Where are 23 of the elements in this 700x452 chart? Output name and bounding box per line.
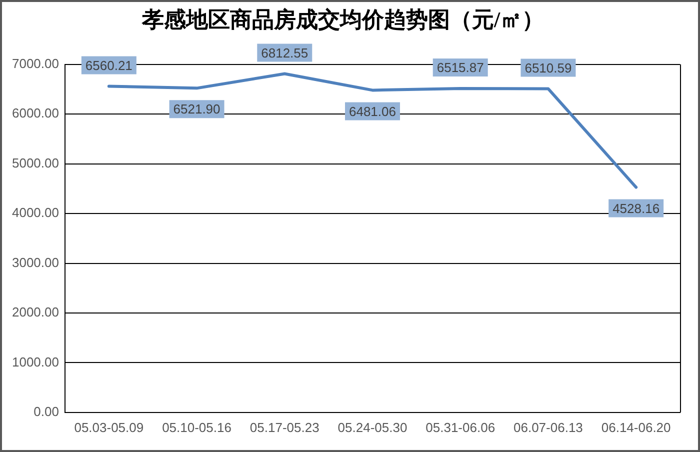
x-tick-label: 05.17-05.23: [250, 420, 320, 435]
y-tick-label: 1000.00: [12, 354, 59, 370]
x-tick-label: 05.10-05.16: [162, 420, 232, 435]
x-tick-label: 05.31-06.06: [426, 420, 496, 435]
chart-title: 孝感地区商品房成交均价趋势图（元/㎡）: [140, 6, 544, 32]
y-tick-label: 6000.00: [12, 106, 59, 121]
data-label: 6560.21: [85, 58, 132, 73]
y-tick-label: 5000.00: [12, 155, 59, 170]
data-label: 4528.16: [612, 200, 660, 216]
x-tick-label: 06.14-06.20: [601, 420, 671, 435]
data-label: 6515.87: [436, 60, 484, 76]
x-tick-label: 05.24-05.30: [338, 420, 408, 435]
data-label: 6481.06: [348, 104, 396, 119]
y-tick-label: 4000.00: [12, 205, 59, 220]
data-label: 6521.90: [173, 102, 220, 117]
x-tick-label: 05.03-05.09: [74, 420, 144, 435]
y-tick-label: 0.00: [34, 404, 59, 419]
x-tick-label: 06.07-06.13: [514, 420, 583, 435]
data-label: 6812.55: [261, 45, 308, 60]
y-tick-label: 3000.00: [12, 254, 59, 270]
y-tick-label: 7000.00: [12, 56, 59, 71]
data-label: 6510.59: [524, 60, 572, 76]
y-tick-label: 2000.00: [12, 304, 59, 320]
